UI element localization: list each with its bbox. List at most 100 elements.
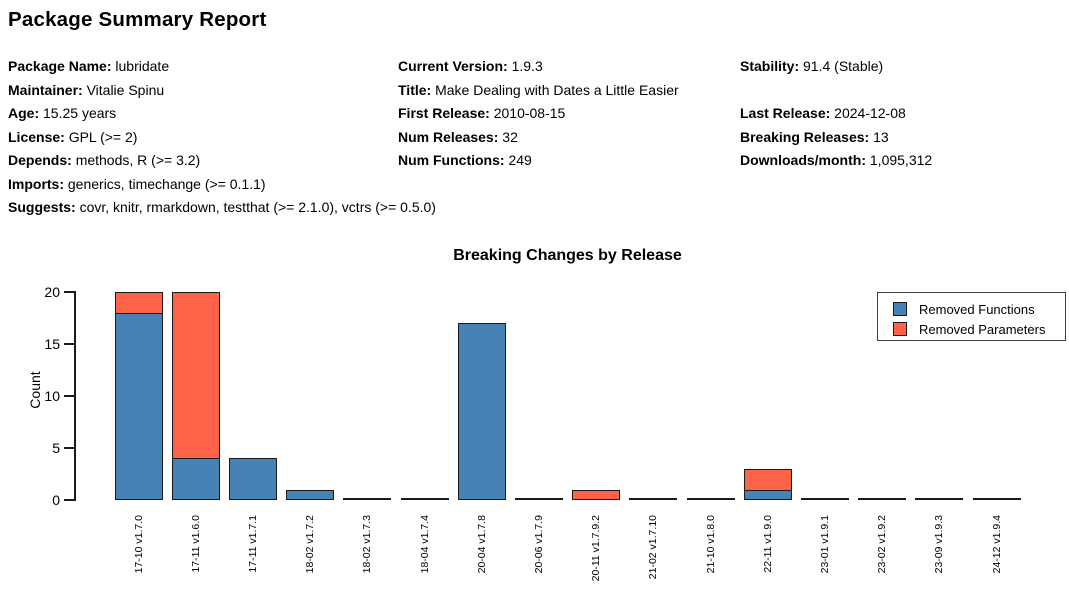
bar-segment-removed-functions xyxy=(228,458,277,500)
meta-value: 13 xyxy=(873,128,889,145)
y-tick-label: 0 xyxy=(52,491,60,508)
x-tick-label: 21-02 v1.7.10 xyxy=(647,515,660,580)
bar-segment-removed-parameters xyxy=(114,292,163,313)
y-tick-mark xyxy=(64,395,75,397)
meta-value: generics, timechange (>= 0.1.1) xyxy=(67,175,266,192)
x-tick-label: 22-11 v1.9.0 xyxy=(761,515,774,573)
meta-current-version: Current Version: 1.9.3 xyxy=(398,55,740,79)
meta-label: First Release: xyxy=(398,105,490,121)
y-tick-mark xyxy=(64,291,75,293)
zero-bar xyxy=(629,498,678,500)
x-tick-label: 21-10 v1.8.0 xyxy=(704,515,717,574)
meta-num-releases: Num Releases: 32 xyxy=(398,126,740,150)
meta-age: Age: 15.25 years xyxy=(8,102,398,126)
zero-bar xyxy=(915,498,964,500)
x-tick-label: 23-09 v1.9.3 xyxy=(933,515,946,574)
y-tick-mark xyxy=(64,447,75,449)
bar-segment-removed-functions xyxy=(286,489,335,500)
meta-value: 2010-08-15 xyxy=(493,105,566,121)
meta-label: License: xyxy=(8,128,65,145)
legend: Removed Functions Removed Parameters xyxy=(877,292,1066,341)
meta-value: GPL (>= 2) xyxy=(68,128,138,145)
meta-title: Title: Make Dealing with Dates a Little … xyxy=(398,79,740,103)
meta-value: Vitalie Spinu xyxy=(86,81,165,98)
meta-license: License: GPL (>= 2) xyxy=(8,126,398,150)
metadata-grid: Package Name: lubridate Current Version:… xyxy=(8,55,1061,220)
meta-label: Maintainer: xyxy=(8,81,83,98)
x-tick-label: 23-02 v1.9.2 xyxy=(876,515,889,574)
meta-maintainer: Maintainer: Vitalie Spinu xyxy=(8,79,398,103)
bar-segment-removed-parameters xyxy=(572,489,621,500)
meta-label: Suggests: xyxy=(8,199,76,215)
bar-segment-removed-parameters xyxy=(171,292,220,459)
meta-value: 32 xyxy=(502,128,518,145)
meta-value: Make Dealing with Dates a Little Easier xyxy=(435,81,679,98)
y-tick-mark xyxy=(64,499,75,501)
page-title: Package Summary Report xyxy=(8,8,267,31)
x-tick-label: 17-11 v1.6.0 xyxy=(189,515,202,573)
legend-item-removed-functions: Removed Functions xyxy=(893,301,1065,317)
removed-parameters-swatch-icon xyxy=(893,322,907,336)
legend-item-removed-parameters: Removed Parameters xyxy=(893,321,1065,337)
meta-empty-cell xyxy=(740,79,1061,103)
x-tick-label: 17-10 v1.7.0 xyxy=(132,515,145,574)
bar-segment-removed-functions xyxy=(743,489,792,500)
x-tick-label: 24-12 v1.9.4 xyxy=(990,515,1003,574)
meta-last-release: Last Release: 2024-12-08 xyxy=(740,102,1061,126)
meta-label: Stability: xyxy=(740,58,800,74)
meta-label: Breaking Releases: xyxy=(740,128,870,145)
meta-value: covr, knitr, rmarkdown, testthat (>= 2.1… xyxy=(79,199,436,215)
bar-segment-removed-functions xyxy=(114,312,163,500)
x-tick-label: 18-02 v1.7.3 xyxy=(361,515,374,574)
meta-downloads-month: Downloads/month: 1,095,312 xyxy=(740,149,1061,173)
meta-imports: Imports: generics, timechange (>= 0.1.1) xyxy=(8,173,1061,197)
bar-segment-removed-functions xyxy=(171,458,220,500)
meta-value: 1,095,312 xyxy=(869,152,933,168)
y-tick-label: 15 xyxy=(44,335,60,352)
meta-label: Title: xyxy=(398,81,432,98)
x-tick-label: 18-02 v1.7.2 xyxy=(304,515,317,574)
x-tick-label: 20-11 v1.7.9.2 xyxy=(590,515,603,582)
y-tick-label: 20 xyxy=(44,283,60,300)
y-tick-label: 5 xyxy=(52,439,60,456)
meta-label: Age: xyxy=(8,105,40,121)
meta-value: 249 xyxy=(508,152,532,168)
meta-value: methods, R (>= 3.2) xyxy=(75,152,201,168)
meta-value: 91.4 (Stable) xyxy=(803,58,884,74)
meta-label: Num Releases: xyxy=(398,128,499,145)
legend-label-removed-functions: Removed Functions xyxy=(919,301,1035,317)
meta-label: Imports: xyxy=(8,175,64,192)
meta-label: Last Release: xyxy=(740,105,831,121)
legend-label-removed-parameters: Removed Parameters xyxy=(919,321,1046,337)
y-axis-line xyxy=(74,291,76,501)
breaking-changes-chart: Breaking Changes by Release Count 0 5 10 15… xyxy=(0,244,1069,602)
removed-functions-swatch-icon xyxy=(893,302,907,316)
y-tick-mark xyxy=(64,343,75,345)
zero-bar xyxy=(514,498,563,500)
meta-label: Depends: xyxy=(8,152,72,168)
zero-bar xyxy=(800,498,849,500)
meta-label: Package Name: xyxy=(8,58,112,74)
meta-value: 1.9.3 xyxy=(511,58,543,74)
bar-segment-removed-parameters xyxy=(743,468,792,490)
y-tick-label: 10 xyxy=(44,387,60,404)
zero-bar xyxy=(343,498,392,500)
zero-bar xyxy=(972,498,1021,500)
meta-breaking-releases: Breaking Releases: 13 xyxy=(740,126,1061,150)
zero-bar xyxy=(400,498,449,500)
meta-label: Downloads/month: xyxy=(740,152,866,168)
meta-num-functions: Num Functions: 249 xyxy=(398,149,740,173)
zero-bar xyxy=(686,498,735,500)
x-tick-label: 23-01 v1.9.1 xyxy=(818,515,831,574)
meta-label: Current Version: xyxy=(398,58,508,74)
meta-value: 2024-12-08 xyxy=(834,105,906,121)
x-tick-label: 18-04 v1.7.4 xyxy=(418,515,431,574)
x-tick-label: 17-11 v1.7.1 xyxy=(246,515,259,573)
meta-first-release: First Release: 2010-08-15 xyxy=(398,102,740,126)
meta-package-name: Package Name: lubridate xyxy=(8,55,398,79)
bar-segment-removed-functions xyxy=(457,323,506,500)
meta-label: Num Functions: xyxy=(398,152,505,168)
meta-suggests: Suggests: covr, knitr, rmarkdown, testth… xyxy=(8,196,1061,220)
x-tick-label: 20-04 v1.7.8 xyxy=(475,515,488,574)
